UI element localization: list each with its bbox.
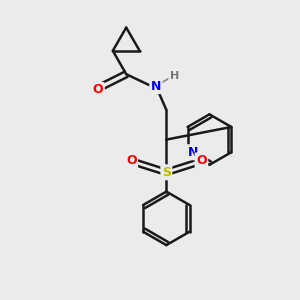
- Text: N: N: [151, 80, 161, 93]
- Text: H: H: [170, 71, 179, 81]
- Text: O: O: [196, 154, 207, 167]
- Text: O: O: [93, 83, 103, 97]
- Text: N: N: [188, 146, 198, 159]
- Text: S: S: [162, 166, 171, 179]
- Text: O: O: [126, 154, 136, 167]
